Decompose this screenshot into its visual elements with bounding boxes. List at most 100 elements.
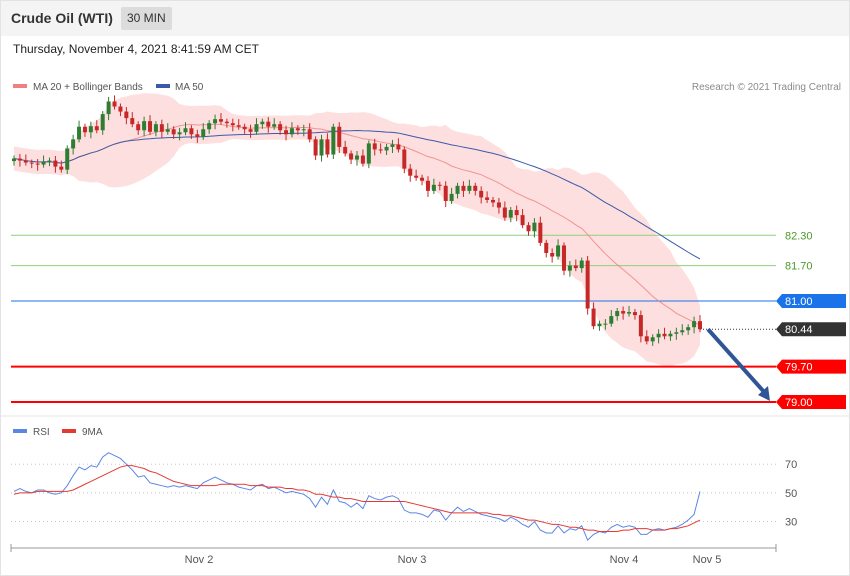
candle (218, 119, 223, 122)
candle (526, 225, 531, 232)
candle (236, 125, 241, 127)
candle (656, 333, 661, 338)
candle (272, 124, 277, 127)
projection-arrow-head (758, 385, 770, 401)
candle (561, 245, 566, 271)
candle (59, 166, 64, 170)
candle (425, 180, 430, 191)
candle (556, 245, 561, 257)
level-tag-79.70 (776, 359, 846, 374)
ma20-legend-swatch (13, 84, 27, 88)
candle (230, 123, 235, 126)
candle (331, 126, 336, 155)
level-label-81.70: 81.70 (785, 261, 813, 273)
candle (384, 146, 389, 151)
level-label-79.70: 79.70 (785, 362, 813, 374)
candle (319, 139, 324, 156)
candle (360, 155, 365, 164)
rsi-legend-swatch (13, 429, 27, 433)
candle (467, 185, 472, 191)
candle (579, 260, 584, 269)
candle (349, 153, 354, 160)
candle (183, 128, 188, 133)
candle (408, 168, 413, 176)
candle (112, 101, 117, 107)
candle (325, 139, 330, 155)
candle (402, 149, 407, 169)
candle (662, 333, 667, 337)
candle (479, 190, 484, 198)
candle (396, 144, 401, 150)
candle (514, 210, 519, 216)
candle (532, 222, 537, 232)
candle (201, 129, 206, 137)
candle (638, 315, 643, 337)
x-tick-labels: Nov 2 Nov 3 Nov 4 Nov 5 (185, 554, 722, 566)
rsi-legend-label: RSI (33, 427, 50, 438)
candle (473, 185, 478, 191)
timestamp: Thursday, November 4, 2021 8:41:59 AM CE… (13, 42, 259, 56)
candle (680, 330, 685, 333)
candle (585, 260, 590, 309)
candle (195, 134, 200, 137)
candle (508, 210, 513, 218)
candle (496, 202, 501, 208)
ma20-legend-label: MA 20 + Bollinger Bands (33, 82, 143, 93)
candle (142, 121, 147, 131)
candle (520, 215, 525, 226)
candle (567, 265, 572, 271)
x-tick-label-nov-5: Nov 5 (693, 554, 722, 566)
candle (627, 312, 632, 314)
candle (148, 121, 153, 132)
rsi-layer: 70 50 30 (11, 452, 797, 542)
candle (289, 128, 294, 135)
bollinger-band (14, 93, 700, 367)
candle (337, 126, 342, 147)
rsi-line (13, 452, 701, 542)
level-tag-79.00 (776, 394, 846, 409)
candle (420, 177, 425, 181)
level-label-81.00: 81.00 (785, 296, 813, 308)
x-tick-label-nov-3: Nov 3 (398, 554, 427, 566)
timeframe-button[interactable]: 30 MIN (121, 7, 172, 30)
candle (41, 161, 46, 165)
candle (124, 111, 129, 119)
rsi-tick-label-50: 50 (785, 488, 797, 500)
candle (106, 101, 111, 115)
ma50-line (13, 129, 701, 260)
candle (165, 129, 170, 132)
x-tick-label-nov-4: Nov 4 (610, 554, 639, 566)
candle (455, 185, 460, 194)
candle (207, 123, 212, 130)
candle (668, 333, 673, 337)
candle (615, 311, 620, 317)
candle (53, 160, 58, 167)
level-tag-81.00 (776, 293, 846, 308)
candle (29, 162, 34, 164)
ma9-legend-label: 9MA (82, 427, 103, 438)
candle (100, 114, 105, 131)
x-tick-label-nov-2: Nov 2 (185, 554, 214, 566)
candle (94, 126, 99, 131)
candle (343, 146, 348, 154)
candle (213, 119, 218, 124)
ma50-legend-swatch (156, 84, 170, 88)
candle (266, 121, 271, 127)
candle (313, 139, 318, 156)
candle (118, 106, 123, 112)
candle (632, 312, 637, 316)
candle (372, 143, 377, 150)
level-tag-80.44 (776, 322, 846, 337)
candle (644, 336, 649, 342)
instrument-title: Crude Oil (WTI) (11, 10, 113, 26)
candle (437, 184, 442, 186)
candle (544, 242, 549, 253)
candle (153, 124, 158, 132)
ma50-legend-label: MA 50 (175, 82, 204, 93)
level-label-79.00: 79.00 (785, 397, 813, 409)
candle (171, 129, 176, 135)
candle (485, 197, 490, 200)
candle (17, 158, 22, 161)
candle (603, 323, 608, 325)
price-layer: 82.30 81.70 81.00 80.44 79.70 79.00 (11, 93, 846, 409)
